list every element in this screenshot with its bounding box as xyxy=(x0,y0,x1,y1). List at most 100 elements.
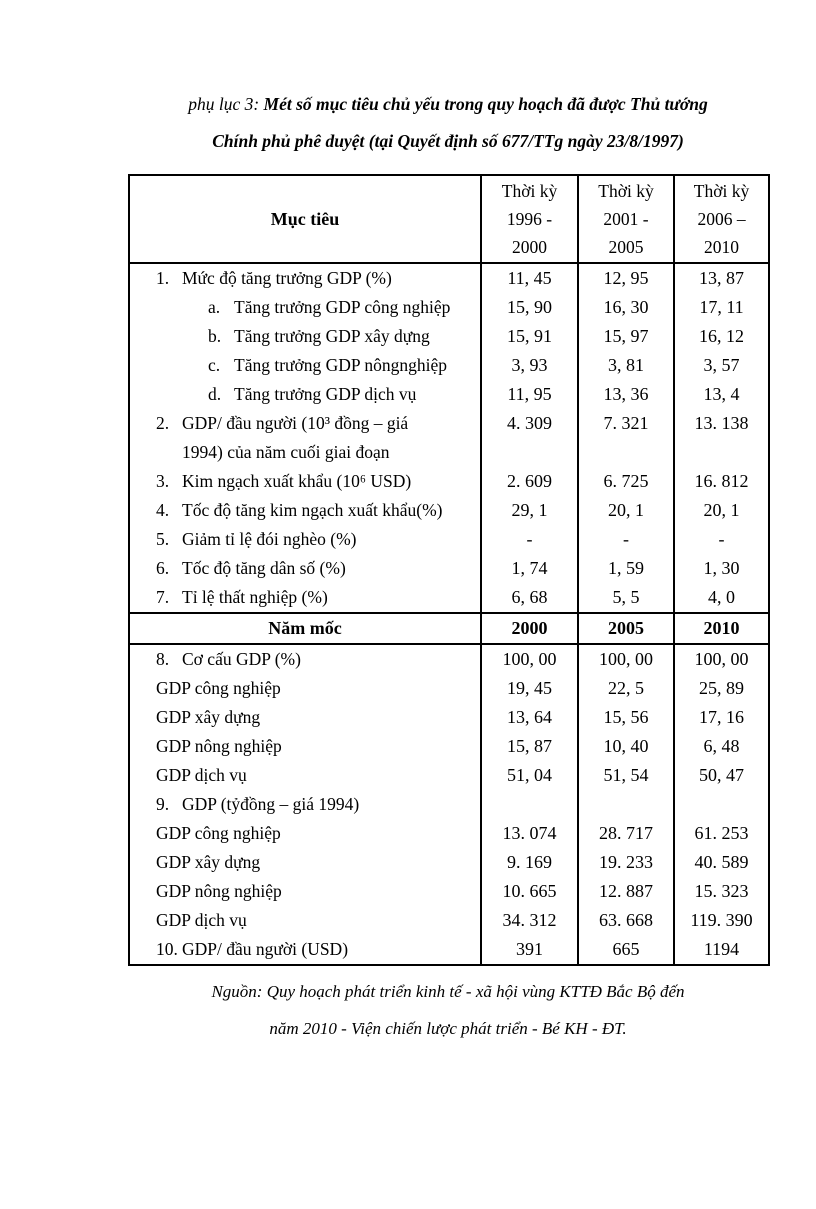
row-label: GDP dịch vụ xyxy=(156,765,247,785)
table-section-targets: 1. Mức độ tăng trưởng GDP (%) 11, 45 12, … xyxy=(129,263,769,613)
column-header-period-1996-2000: Thời kỳ 1996 - 2000 xyxy=(480,175,578,264)
row-value-cell: 13. 138 xyxy=(673,409,769,467)
row-value-cell: 100, 00 xyxy=(673,644,769,674)
table-row: 10. GDP/ đầu người (USD) 391 665 1194 xyxy=(129,935,769,965)
row-label-cell: b. Tăng trưởng GDP xây dựng xyxy=(129,322,481,351)
row-label-cell: 6. Tốc độ tăng dân số (%) xyxy=(129,554,481,583)
row-value-cell: 100, 00 xyxy=(577,644,674,674)
table-section-milestone: Năm mốc 2000 2005 2010 xyxy=(129,612,769,645)
row-value-cell: 5, 5 xyxy=(577,583,674,613)
row-number: c. xyxy=(208,355,221,375)
row-label-cell: 5. Giảm tỉ lệ đói nghèo (%) xyxy=(129,525,481,554)
row-label-cell: GDP dịch vụ xyxy=(129,761,481,790)
table-row: 8. Cơ cấu GDP (%) 100, 00 100, 00 100, 00 xyxy=(129,644,769,674)
row-value-cell: 2. 609 xyxy=(480,467,578,496)
row-value-cell: 1, 59 xyxy=(577,554,674,583)
row-label: Tăng trưởng GDP xây dựng xyxy=(234,326,430,346)
row-label-cell: GDP dịch vụ xyxy=(129,906,481,935)
milestone-value: 2005 xyxy=(577,612,674,645)
targets-table: Mục tiêu Thời kỳ 1996 - 2000 Thời kỳ 200… xyxy=(128,174,770,966)
row-number: 4. xyxy=(156,500,170,520)
title-line-2: Chính phủ phê duyệt (tại Quyết định số 6… xyxy=(212,131,684,151)
row-label-cell: 1. Mức độ tăng trưởng GDP (%) xyxy=(129,263,481,293)
table-row: 7. Tỉ lệ thất nghiệp (%) 6, 68 5, 5 4, 0 xyxy=(129,583,769,613)
row-label: Tốc độ tăng kim ngạch xuất khẩu(%) xyxy=(182,500,443,520)
row-value-cell: 665 xyxy=(577,935,674,965)
row-value-cell: 9. 169 xyxy=(480,848,578,877)
row-value-cell: 25, 89 xyxy=(673,674,769,703)
table-row: GDP công nghiệp 19, 45 22, 5 25, 89 xyxy=(129,674,769,703)
row-value-cell: 51, 04 xyxy=(480,761,578,790)
row-value-cell: 100, 00 xyxy=(480,644,578,674)
column-header-muc-tieu: Mục tiêu xyxy=(129,175,481,264)
row-label-cell: 7. Tỉ lệ thất nghiệp (%) xyxy=(129,583,481,613)
row-value-cell: 17, 16 xyxy=(673,703,769,732)
row-value-cell: 63. 668 xyxy=(577,906,674,935)
title-line-1: phụ lục 3: Mét số mục tiêu chủ yếu trong… xyxy=(128,86,768,123)
row-number: 6. xyxy=(156,558,170,578)
row-value-cell: 4, 0 xyxy=(673,583,769,613)
row-label: GDP nông nghiệp xyxy=(156,881,282,901)
milestone-row: Năm mốc 2000 2005 2010 xyxy=(129,612,769,645)
row-number: 2. xyxy=(156,413,170,433)
row-label: GDP công nghiệp xyxy=(156,823,281,843)
row-value-cell: 19. 233 xyxy=(577,848,674,877)
row-value-cell: 28. 717 xyxy=(577,819,674,848)
row-label: Tốc độ tăng dân số (%) xyxy=(182,558,346,578)
row-value-cell: 15, 97 xyxy=(577,322,674,351)
row-label-cell: 9. GDP (tỷđồng – giá 1994) xyxy=(129,790,481,819)
row-label-cell: GDP xây dựng xyxy=(129,848,481,877)
source-note-line-1: Nguồn: Quy hoạch phát triển kinh tế - xã… xyxy=(211,982,685,1001)
row-value-cell: 10, 40 xyxy=(577,732,674,761)
row-value-cell: 6, 48 xyxy=(673,732,769,761)
table-row: a. Tăng trưởng GDP công nghiệp 15, 90 16,… xyxy=(129,293,769,322)
table-row: 5. Giảm tỉ lệ đói nghèo (%) - - - xyxy=(129,525,769,554)
row-value-cell: 16. 812 xyxy=(673,467,769,496)
row-label: Kim ngạch xuất khẩu (10⁶ USD) xyxy=(182,471,412,491)
row-label-cell: 2. GDP/ đầu người (10³ đồng – giá 1994) c… xyxy=(129,409,481,467)
title-main-text: Mét số mục tiêu chủ yếu trong quy hoạch … xyxy=(263,94,708,114)
milestone-value: 2000 xyxy=(480,612,578,645)
row-number: 10. xyxy=(156,939,178,959)
row-value-cell: 13, 87 xyxy=(673,263,769,293)
row-value-cell: 11, 95 xyxy=(480,380,578,409)
row-value-cell xyxy=(577,790,674,819)
table-row: 6. Tốc độ tăng dân số (%) 1, 74 1, 59 1, … xyxy=(129,554,769,583)
table-row: 3. Kim ngạch xuất khẩu (10⁶ USD) 2. 609 6… xyxy=(129,467,769,496)
row-number: 1. xyxy=(156,268,170,288)
row-label-cell: GDP nông nghiệp xyxy=(129,732,481,761)
row-label-cell: 3. Kim ngạch xuất khẩu (10⁶ USD) xyxy=(129,467,481,496)
row-value-cell: 29, 1 xyxy=(480,496,578,525)
table-row: c. Tăng trưởng GDP nôngnghiệp 3, 93 3, 81… xyxy=(129,351,769,380)
row-label: Tỉ lệ thất nghiệp (%) xyxy=(182,587,328,607)
row-value-cell: 12, 95 xyxy=(577,263,674,293)
row-value-cell: - xyxy=(673,525,769,554)
row-value-cell: 13, 64 xyxy=(480,703,578,732)
row-label: Cơ cấu GDP (%) xyxy=(182,649,301,669)
row-label: Tăng trưởng GDP nôngnghiệp xyxy=(234,355,447,375)
row-label: GDP xây dựng xyxy=(156,852,261,872)
row-value-cell: - xyxy=(577,525,674,554)
row-label: Tăng trưởng GDP dịch vụ xyxy=(234,384,417,404)
table-row: 9. GDP (tỷđồng – giá 1994) xyxy=(129,790,769,819)
table-row: d. Tăng trưởng GDP dịch vụ 11, 95 13, 36 … xyxy=(129,380,769,409)
row-value-cell: 119. 390 xyxy=(673,906,769,935)
row-number: 3. xyxy=(156,471,170,491)
row-value-cell: 1, 74 xyxy=(480,554,578,583)
row-number: 9. xyxy=(156,794,170,814)
source-note-line-2: năm 2010 - Viện chiến lược phát triển - … xyxy=(269,1019,627,1038)
row-value-cell: - xyxy=(480,525,578,554)
table-row: 4. Tốc độ tăng kim ngạch xuất khẩu(%) 29,… xyxy=(129,496,769,525)
row-value-cell xyxy=(480,790,578,819)
page-title: phụ lục 3: Mét số mục tiêu chủ yếu trong… xyxy=(128,86,768,160)
table-row: GDP công nghiệp 13. 074 28. 717 61. 253 xyxy=(129,819,769,848)
row-value-cell: 61. 253 xyxy=(673,819,769,848)
milestone-value: 2010 xyxy=(673,612,769,645)
row-label: GDP/ đầu người (10³ đồng – giá 1994) của… xyxy=(182,413,409,462)
row-label-cell: GDP công nghiệp xyxy=(129,674,481,703)
row-number: 5. xyxy=(156,529,170,549)
table-row: GDP nông nghiệp 10. 665 12. 887 15. 323 xyxy=(129,877,769,906)
row-value-cell: 1194 xyxy=(673,935,769,965)
row-value-cell: 1, 30 xyxy=(673,554,769,583)
row-value-cell: 391 xyxy=(480,935,578,965)
